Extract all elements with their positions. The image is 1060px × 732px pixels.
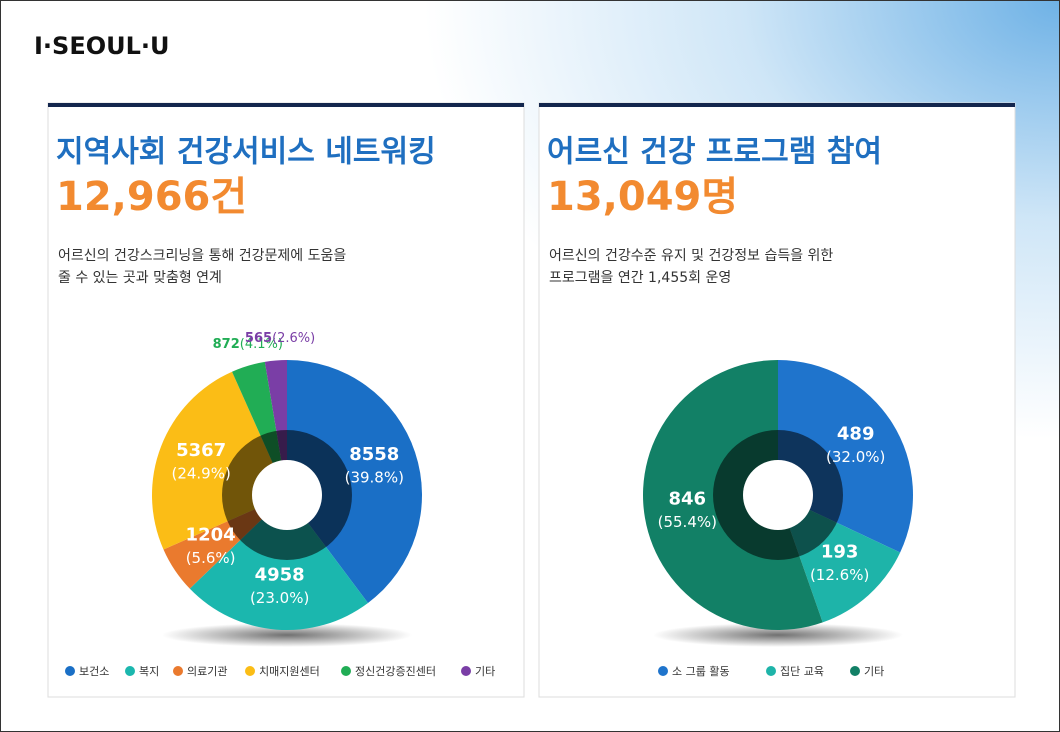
value-label: 489 <box>837 424 875 445</box>
value-label: 872 <box>213 337 240 352</box>
percent-label: (55.4%) <box>658 513 717 531</box>
pie-slice <box>287 360 423 604</box>
pie-shadow <box>162 623 412 647</box>
legend-label: 기타 <box>475 665 495 678</box>
donut-hole <box>252 460 322 530</box>
legend-label: 집단 교육 <box>780 665 824 678</box>
percent-label: (39.8%) <box>345 468 404 486</box>
value-label: 8558 <box>349 444 399 465</box>
legend-swatch <box>125 666 135 676</box>
legend-label: 치매지원센터 <box>259 665 320 678</box>
percent-label: (5.6%) <box>186 549 236 567</box>
pie-slice <box>189 495 368 630</box>
description: 어르신의 건강스크리닝을 통해 건강문제에 도움을 <box>58 248 346 264</box>
panel-top-border <box>48 103 524 107</box>
value-label: 1204 <box>186 524 236 545</box>
pie-shadow <box>653 623 903 647</box>
legend-swatch <box>658 666 668 676</box>
legend-label: 정신건강증진센터 <box>355 665 436 678</box>
legend-swatch <box>850 666 860 676</box>
panel-title: 지역사회 건강서비스 네트워킹 <box>56 135 436 170</box>
value-label: 4958 <box>255 565 305 586</box>
percent-label: (12.6%) <box>810 566 869 584</box>
description: 프로그램을 연간 1,455회 운영 <box>549 270 731 286</box>
percent-label: (23.0%) <box>250 589 309 607</box>
legend-swatch <box>65 666 75 676</box>
panel-top-border <box>539 103 1015 107</box>
value-label: 193 <box>821 541 859 562</box>
legend-label: 보건소 <box>79 665 109 678</box>
legend-label: 소 그룹 활동 <box>672 664 730 678</box>
headline: 13,049명 <box>547 174 738 220</box>
legend-swatch <box>173 666 183 676</box>
description: 어르신의 건강수준 유지 및 건강정보 습득을 위한 <box>549 248 833 264</box>
percent-label: (32.0%) <box>826 448 885 466</box>
legend-label: 복지 <box>139 665 159 678</box>
legend-swatch <box>245 666 255 676</box>
headline: 12,966건 <box>56 174 247 220</box>
legend-swatch <box>341 666 351 676</box>
legend-swatch <box>461 666 471 676</box>
logo: I·SEOUL·U <box>34 32 170 60</box>
percent-label: (24.9%) <box>171 464 230 482</box>
legend-label: 기타 <box>864 665 884 678</box>
panel-title: 어르신 건강 프로그램 참여 <box>547 135 882 170</box>
value-label: 565 <box>245 331 272 346</box>
description: 줄 수 있는 곳과 맞춤형 연계 <box>58 270 222 286</box>
value-label: 846 <box>669 488 707 509</box>
legend-label: 의료기관 <box>187 665 227 678</box>
percent-label: (2.6%) <box>272 331 315 346</box>
legend-swatch <box>766 666 776 676</box>
value-label: 5367 <box>176 440 226 461</box>
donut-hole <box>743 460 813 530</box>
percent-label: (4.1%) <box>240 337 283 352</box>
